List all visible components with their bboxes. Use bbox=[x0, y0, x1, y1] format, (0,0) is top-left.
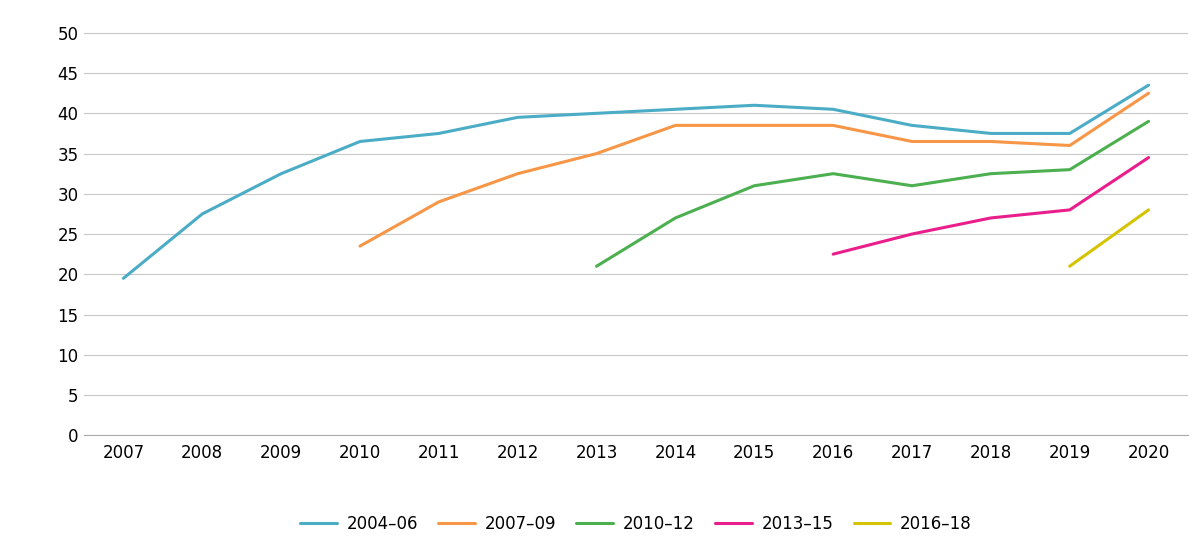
2004–06 bbox=[274, 170, 288, 177]
2016–18 bbox=[1062, 263, 1076, 270]
2013–15 bbox=[826, 251, 840, 257]
Line: 2004–06: 2004–06 bbox=[124, 85, 1148, 278]
Line: 2007–09: 2007–09 bbox=[360, 93, 1148, 246]
2007–09 bbox=[589, 150, 604, 157]
2007–09 bbox=[905, 138, 919, 145]
Line: 2013–15: 2013–15 bbox=[833, 157, 1148, 254]
2007–09 bbox=[748, 122, 762, 129]
2013–15 bbox=[905, 230, 919, 237]
2007–09 bbox=[353, 243, 367, 249]
2013–15 bbox=[1062, 206, 1076, 213]
2004–06 bbox=[905, 122, 919, 129]
2004–06 bbox=[668, 106, 683, 113]
2007–09 bbox=[984, 138, 998, 145]
2004–06 bbox=[116, 275, 131, 282]
2004–06 bbox=[984, 130, 998, 137]
2004–06 bbox=[748, 102, 762, 109]
2004–06 bbox=[1141, 82, 1156, 89]
2004–06 bbox=[1062, 130, 1076, 137]
2004–06 bbox=[196, 210, 210, 217]
2010–12 bbox=[1062, 166, 1076, 173]
2004–06 bbox=[353, 138, 367, 145]
2007–09 bbox=[1141, 90, 1156, 97]
2010–12 bbox=[1141, 118, 1156, 125]
2007–09 bbox=[1062, 142, 1076, 149]
2004–06 bbox=[510, 114, 524, 121]
Line: 2010–12: 2010–12 bbox=[596, 122, 1148, 266]
2004–06 bbox=[826, 106, 840, 113]
2010–12 bbox=[748, 182, 762, 189]
2004–06 bbox=[432, 130, 446, 137]
Legend: 2004–06, 2007–09, 2010–12, 2013–15, 2016–18: 2004–06, 2007–09, 2010–12, 2013–15, 2016… bbox=[294, 508, 978, 540]
2013–15 bbox=[1141, 154, 1156, 161]
2010–12 bbox=[984, 170, 998, 177]
2007–09 bbox=[826, 122, 840, 129]
2010–12 bbox=[589, 263, 604, 270]
2013–15 bbox=[984, 215, 998, 222]
2010–12 bbox=[826, 170, 840, 177]
2004–06 bbox=[589, 110, 604, 117]
2007–09 bbox=[668, 122, 683, 129]
Line: 2016–18: 2016–18 bbox=[1069, 210, 1148, 266]
2010–12 bbox=[668, 215, 683, 222]
2007–09 bbox=[510, 170, 524, 177]
2007–09 bbox=[432, 199, 446, 205]
2010–12 bbox=[905, 182, 919, 189]
2016–18 bbox=[1141, 206, 1156, 213]
